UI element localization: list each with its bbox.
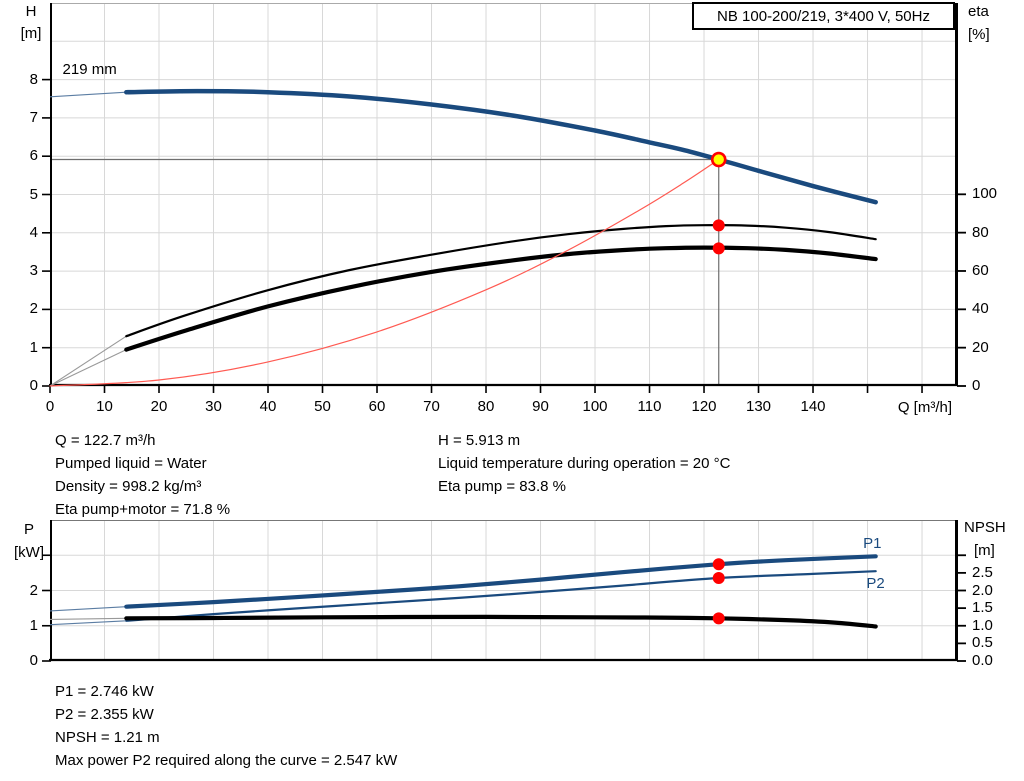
x-tick-label: 60 bbox=[368, 398, 386, 415]
curve-label-p2: P2 bbox=[866, 574, 885, 592]
npsh-axis-title: NPSH bbox=[964, 519, 1006, 536]
y2-tick-label: 1.0 bbox=[972, 616, 993, 634]
y2-tick-label: 1.5 bbox=[972, 599, 993, 617]
y-tick-label: 8 bbox=[29, 70, 38, 88]
y-tick-label: 2 bbox=[29, 581, 38, 599]
x-tick-label: 80 bbox=[477, 398, 495, 415]
y-tick-label: 2 bbox=[29, 300, 38, 318]
series-eta-pump-motor bbox=[124, 245, 878, 352]
p-axis-title: P bbox=[23, 521, 34, 538]
x-tick-label: 20 bbox=[150, 398, 168, 415]
duty-info-right: H = 5.913 m Liquid temperature during ope… bbox=[438, 429, 730, 498]
y-tick-label: 5 bbox=[29, 185, 38, 203]
info-line: NPSH = 1.21 m bbox=[55, 729, 160, 746]
power-npsh-chart bbox=[42, 520, 966, 662]
eta-axis-unit: [%] bbox=[968, 26, 990, 43]
info-line: H = 5.913 m bbox=[438, 432, 521, 449]
p-axis-unit: [kW] bbox=[14, 544, 44, 561]
pump-type-title-box: NB 100-200/219, 3*400 V, 50Hz bbox=[692, 2, 955, 30]
x-tick-label: 10 bbox=[96, 398, 113, 415]
x-tick-label: 70 bbox=[423, 398, 440, 415]
info-line: Liquid temperature during operation = 20… bbox=[438, 455, 731, 472]
info-line: Eta pump+motor = 71.8 % bbox=[55, 501, 231, 518]
y-tick-label: 1 bbox=[29, 616, 38, 634]
x-tick-label: 0 bbox=[45, 398, 55, 415]
operating-point-marker bbox=[712, 571, 725, 584]
operating-point-marker bbox=[712, 558, 725, 571]
y2-tick-label: 60 bbox=[972, 261, 989, 279]
info-line: P2 = 2.355 kW bbox=[55, 706, 154, 723]
qh-eta-chart bbox=[42, 3, 966, 393]
y2-tick-label: 80 bbox=[972, 223, 989, 241]
y2-tick-label: 40 bbox=[972, 300, 989, 318]
x-tick-label: 140 bbox=[800, 398, 826, 415]
series-p2-curve bbox=[125, 570, 877, 622]
info-line: Eta pump = 83.8 % bbox=[438, 478, 566, 495]
curve-label-p1: P1 bbox=[863, 534, 882, 552]
info-line: P1 = 2.746 kW bbox=[55, 683, 154, 700]
series-lead-npsh-curve bbox=[49, 617, 127, 620]
q-axis-title: Q [m³/h] bbox=[897, 399, 952, 416]
h-axis-unit: [m] bbox=[20, 25, 42, 42]
x-tick-label: 30 bbox=[205, 398, 222, 415]
y-tick-label: 7 bbox=[29, 108, 38, 126]
y-tick-label: 6 bbox=[29, 147, 38, 165]
power-info: P1 = 2.746 kW P2 = 2.355 kW NPSH = 1.21 m M… bbox=[55, 680, 397, 772]
series-lead-p2-curve bbox=[49, 620, 127, 626]
series-eta-pump bbox=[125, 224, 877, 338]
series-lead-eta-pump-motor bbox=[49, 349, 127, 387]
x-tick-label: 40 bbox=[259, 398, 277, 415]
y2-tick-label: 20 bbox=[972, 338, 989, 356]
series-lead-pump-curve-219mm bbox=[49, 91, 127, 98]
x-tick-label: 130 bbox=[746, 398, 772, 415]
y-tick-label: 4 bbox=[29, 223, 38, 241]
y2-tick-label: 0 bbox=[972, 377, 981, 394]
info-line: Max power P2 required along the curve = … bbox=[55, 752, 398, 769]
y-tick-label: 0 bbox=[29, 652, 38, 669]
duty-point-marker[interactable] bbox=[710, 151, 727, 168]
series-system-curve bbox=[49, 158, 720, 387]
y2-tick-label: 2.0 bbox=[972, 581, 993, 599]
x-tick-label: 120 bbox=[691, 398, 717, 415]
operating-point-marker bbox=[712, 219, 725, 232]
x-tick-label: 90 bbox=[532, 398, 549, 415]
y2-tick-label: 0.5 bbox=[972, 634, 993, 652]
x-tick-label: 50 bbox=[314, 398, 331, 415]
curve-label-219-mm: 219 mm bbox=[62, 61, 117, 79]
info-line: Density = 998.2 kg/m³ bbox=[55, 478, 202, 495]
y2-tick-label: 2.5 bbox=[972, 563, 993, 581]
info-line: Q = 122.7 m³/h bbox=[55, 432, 156, 449]
duty-info-left: Q = 122.7 m³/h Pumped liquid = Water Densi… bbox=[55, 429, 230, 521]
series-npsh-curve bbox=[124, 614, 878, 629]
operating-point-marker bbox=[712, 612, 725, 625]
x-tick-label: 110 bbox=[637, 398, 662, 415]
series-pump-curve-219mm bbox=[124, 88, 878, 205]
y-tick-label: 0 bbox=[29, 377, 38, 394]
y-tick-label: 1 bbox=[29, 338, 38, 356]
y-tick-label: 3 bbox=[29, 262, 38, 280]
h-axis-title: H bbox=[25, 3, 37, 20]
series-lead-p1-curve bbox=[49, 606, 127, 612]
operating-point-marker bbox=[712, 242, 725, 255]
y2-tick-label: 0.0 bbox=[972, 652, 993, 669]
series-lead-eta-pump bbox=[49, 335, 127, 387]
npsh-axis-unit: [m] bbox=[974, 542, 995, 559]
eta-axis-title: eta bbox=[968, 3, 989, 20]
x-tick-label: 100 bbox=[582, 398, 608, 415]
series-p1-curve bbox=[124, 554, 878, 609]
y2-tick-label: 100 bbox=[972, 185, 998, 203]
info-line: Pumped liquid = Water bbox=[55, 455, 207, 472]
